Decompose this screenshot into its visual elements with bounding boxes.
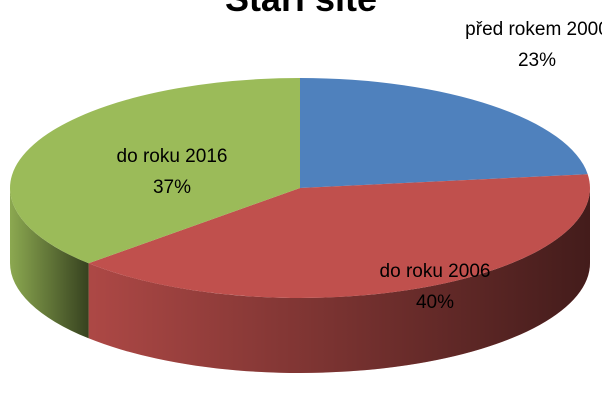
value-label: 37%: [152, 177, 192, 198]
category-label: před rokem 2000: [465, 19, 602, 40]
data-label: před rokem 2000 23%: [462, 14, 602, 76]
slice: [88, 174, 590, 298]
category-label: do roku 2016: [116, 146, 228, 167]
value-label: 40%: [415, 292, 455, 313]
slice: [300, 78, 588, 188]
data-label: do roku 2016 37%: [77, 141, 267, 203]
slice-side-shade: [88, 188, 591, 373]
category-label: do roku 2006: [379, 261, 491, 282]
value-label: 23%: [517, 50, 557, 71]
chart-title: Stáří sítě: [0, 0, 602, 20]
data-label: do roku 2006 40%: [340, 256, 530, 318]
slice: [10, 78, 300, 264]
slice-side-shade: [9, 188, 89, 339]
